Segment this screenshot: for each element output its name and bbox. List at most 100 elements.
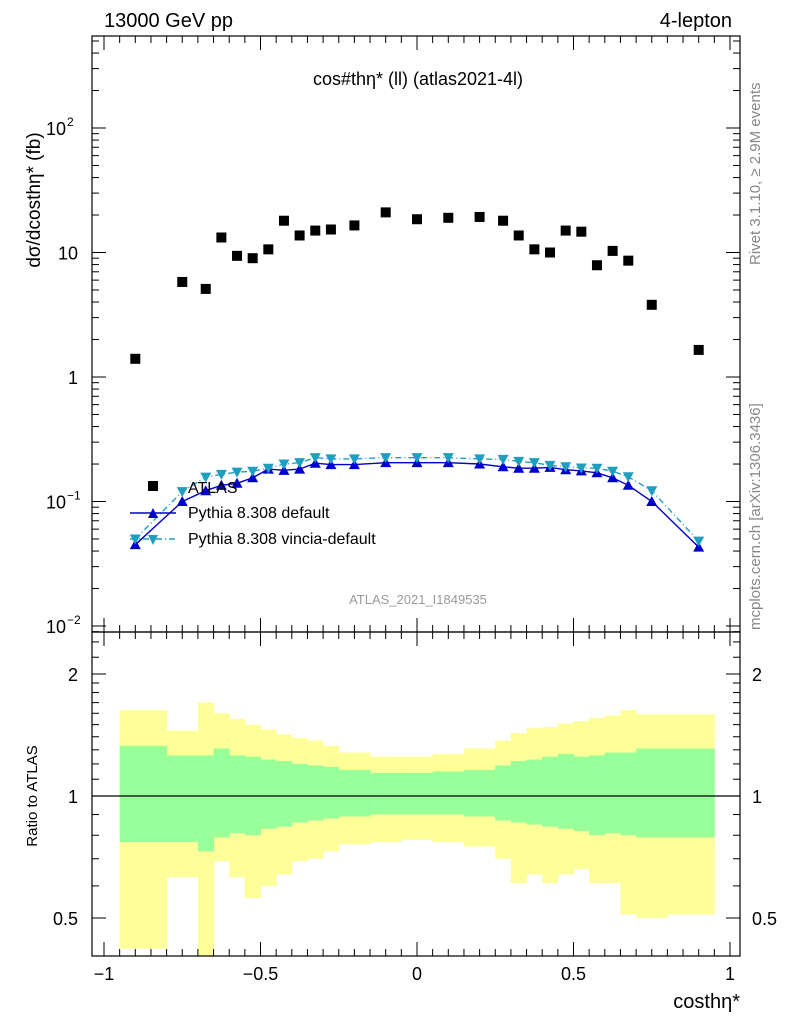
ratio-ticks: −1 −0.5 0 0.5 1 0.5 0.5 1 1 2 2 <box>53 641 777 984</box>
ratio-band-green <box>323 766 340 819</box>
data-point-atlas <box>380 207 391 218</box>
data-point-atlas <box>646 299 657 310</box>
ratio-y-tick-label: 2 <box>68 665 78 685</box>
legend-label-default: Pythia 8.308 default <box>188 505 330 522</box>
ratio-y-tick-label-right: 1 <box>752 787 762 807</box>
mcplots-label: mcplots.cern.ch [arXiv:1306.3436] <box>747 403 764 630</box>
data-point-atlas <box>412 214 422 225</box>
data-point-pythia-vincia <box>200 472 212 483</box>
data-point-atlas <box>130 353 141 364</box>
x-tick-label: 1 <box>725 964 735 984</box>
data-point-pythia-vincia <box>442 453 454 464</box>
data-point-pythia-vincia <box>278 459 290 470</box>
data-point-atlas <box>278 215 289 226</box>
data-point-atlas <box>693 344 704 355</box>
data-point-pythia-vincia <box>411 453 423 464</box>
data-point-atlas <box>349 220 360 231</box>
x-tick-label: 0.5 <box>561 964 586 984</box>
ratio-band-green <box>510 761 528 823</box>
data-point-pythia-vincia <box>693 536 705 547</box>
legend-label-vincia: Pythia 8.308 vincia-default <box>188 531 376 548</box>
ratio-band-green <box>401 772 434 815</box>
chart-title: cos#thη* (ll) (atlas2021-4l) <box>313 69 523 89</box>
data-point-pythia-vincia <box>544 460 556 471</box>
legend-label-atlas: ATLAS <box>188 480 238 497</box>
x-axis-label: costhη* <box>673 991 740 1013</box>
data-point-atlas <box>263 244 274 255</box>
header-right: 4-lepton <box>660 10 732 32</box>
ratio-bands <box>119 702 715 956</box>
data-point-pythia-default <box>607 472 619 483</box>
ratio-y-tick-label-right: 0.5 <box>752 909 777 929</box>
ratio-y-tick-label: 0.5 <box>53 909 78 929</box>
ratio-band-green <box>620 752 637 836</box>
data-point-pythia-default <box>622 479 634 490</box>
data-point-pythia-default <box>200 485 212 496</box>
ratio-y-tick-label: 1 <box>68 787 78 807</box>
header-left: 13000 GeV pp <box>104 10 233 32</box>
data-point-pythia-vincia <box>591 463 603 474</box>
ratio-band-green <box>213 748 230 838</box>
ratio-band-green <box>604 752 621 834</box>
data-point-atlas <box>247 253 258 264</box>
ratio-band-green <box>229 755 246 834</box>
x-tick-label: −0.5 <box>243 964 279 984</box>
ratio-band-green <box>370 772 402 815</box>
series-line-2 <box>134 456 700 542</box>
data-point-pythia-vincia <box>497 454 509 465</box>
analysis-label: ATLAS_2021_I1849535 <box>349 592 487 607</box>
y-tick-label: 1 <box>68 368 78 388</box>
ratio-band-green <box>589 755 606 836</box>
data-point-pythia-vincia <box>646 486 658 497</box>
y-tick-label-exponent: 2 <box>67 115 74 129</box>
data-point-atlas <box>294 230 305 241</box>
data-point-pythia-vincia <box>575 463 587 474</box>
ratio-band-green <box>260 759 277 829</box>
data-point-pythia-default <box>247 472 259 483</box>
data-point-pythia-default <box>646 496 658 506</box>
data-point-pythia-vincia <box>528 458 540 469</box>
data-point-pythia-default <box>497 461 509 472</box>
ratio-band-green <box>276 761 293 827</box>
ratio-band-green <box>338 769 371 817</box>
ratio-band-green <box>573 756 590 831</box>
ratio-band-green <box>432 771 465 815</box>
legend: ATLAS Pythia 8.308 default Pythia 8.308 … <box>130 480 376 548</box>
ratio-band-green <box>557 753 574 829</box>
data-point-pythia-vincia <box>474 454 486 465</box>
ratio-y-tick-label-right: 2 <box>752 665 762 685</box>
y-axis-label: dσ/dcosthη* (fb) <box>24 132 45 267</box>
data-point-pythia-vincia <box>513 456 525 467</box>
ratio-band-green <box>495 765 512 821</box>
ratio-panel: −1 −0.5 0 0.5 1 0.5 0.5 1 1 2 2 Ratio to ATLAS cos… <box>24 631 777 1013</box>
data-point-pythia-default <box>215 479 227 490</box>
data-point-atlas <box>325 224 336 235</box>
data-point-pythia-vincia <box>294 458 306 469</box>
ratio-band-green <box>197 755 215 852</box>
data-point-pythia-vincia <box>560 462 572 473</box>
data-point-pythia-vincia <box>309 453 321 464</box>
ratio-band-green <box>667 748 715 838</box>
data-point-pythia-vincia <box>215 469 227 480</box>
y-tick-label-exponent: −1 <box>67 489 81 503</box>
y-tick-label: 10 <box>46 493 66 513</box>
data-point-atlas <box>498 215 509 226</box>
legend-marker-default <box>148 508 158 518</box>
data-point-pythia-vincia <box>176 487 188 498</box>
data-point-atlas <box>529 244 540 255</box>
data-point-pythia-vincia <box>325 454 337 465</box>
y-tick-label: 10 <box>46 119 66 139</box>
ratio-band-green <box>542 756 559 827</box>
rivet-label: Rivet 3.1.10, ≥ 2.9M events <box>747 83 764 266</box>
data-point-pythia-vincia <box>247 466 259 477</box>
data-point-atlas <box>623 255 634 266</box>
data-point-atlas <box>200 283 211 294</box>
x-tick-label: −1 <box>94 964 115 984</box>
data-point-pythia-vincia <box>262 463 274 474</box>
data-point-pythia-vincia <box>348 454 360 465</box>
data-point-atlas <box>513 230 524 241</box>
data-point-atlas <box>177 276 188 287</box>
